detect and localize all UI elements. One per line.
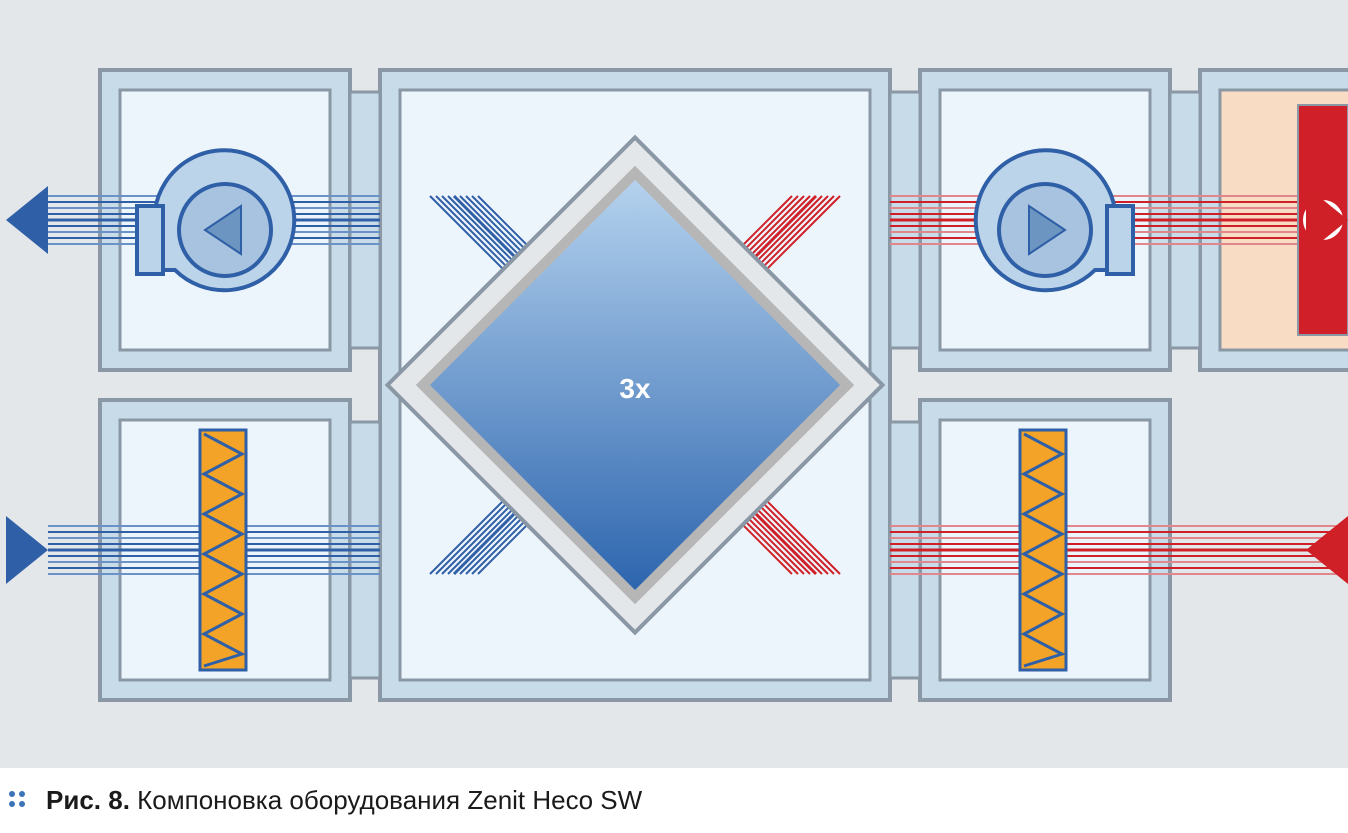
flow-intake-in xyxy=(6,516,380,584)
filter-right-icon xyxy=(1020,430,1066,670)
hx-label: 3x xyxy=(619,373,651,404)
figure-caption: Рис. 8. Компоновка оборудования Zenit He… xyxy=(46,785,642,816)
caption-text: Компоновка оборудования Zenit Heco SW xyxy=(137,785,642,815)
hvac-diagram: 3x xyxy=(0,0,1348,768)
caption-dots-icon xyxy=(6,788,36,812)
flow-return-in xyxy=(890,516,1348,584)
caption-prefix: Рис. 8. xyxy=(46,785,130,815)
filter-left-icon xyxy=(200,430,246,670)
